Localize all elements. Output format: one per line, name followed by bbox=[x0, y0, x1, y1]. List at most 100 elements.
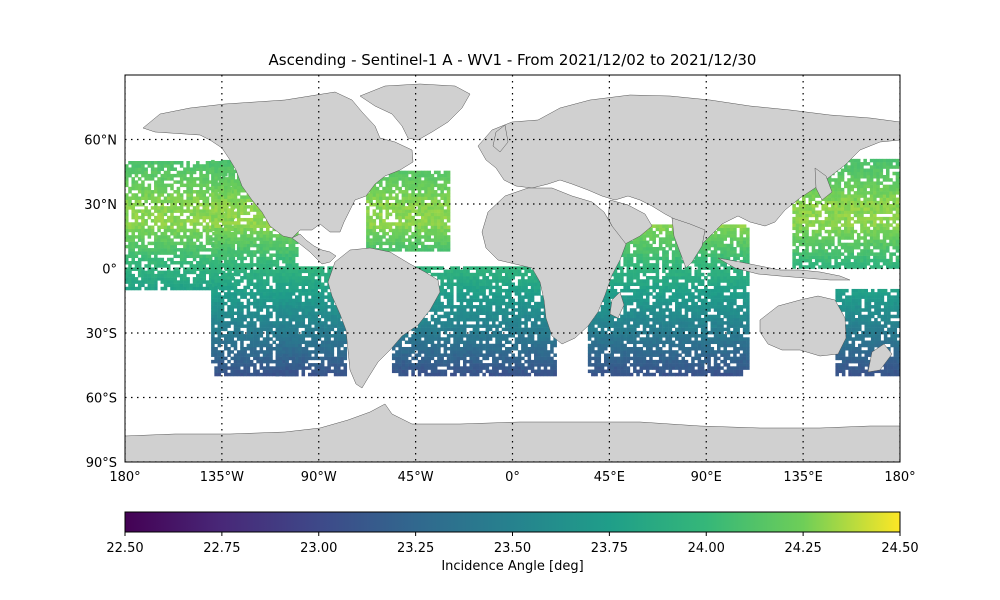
data-cell bbox=[220, 163, 225, 167]
data-cell bbox=[411, 340, 415, 345]
data-cell bbox=[125, 273, 129, 278]
data-cell bbox=[314, 327, 318, 332]
data-cell bbox=[537, 314, 541, 319]
data-cell bbox=[285, 263, 289, 267]
data-cell bbox=[282, 279, 286, 283]
data-cell bbox=[170, 177, 174, 181]
data-cell bbox=[530, 272, 535, 277]
data-cell bbox=[259, 314, 264, 319]
data-cell bbox=[404, 170, 409, 175]
data-cell bbox=[301, 334, 306, 338]
data-cell bbox=[208, 264, 213, 268]
data-cell bbox=[427, 222, 431, 226]
data-cell bbox=[508, 295, 512, 299]
data-cell bbox=[514, 372, 519, 377]
data-cell bbox=[275, 282, 280, 286]
data-cell bbox=[298, 356, 302, 361]
data-cell bbox=[269, 230, 273, 235]
data-cell bbox=[314, 301, 318, 306]
data-cell bbox=[205, 280, 210, 284]
data-cell bbox=[202, 270, 207, 275]
data-cell bbox=[160, 222, 165, 226]
data-cell bbox=[134, 180, 139, 184]
data-cell bbox=[446, 317, 451, 322]
data-cell bbox=[521, 266, 525, 270]
data-cell bbox=[498, 343, 503, 348]
data-cell bbox=[327, 363, 331, 367]
data-cell bbox=[199, 173, 203, 178]
data-cell bbox=[382, 235, 386, 239]
data-cell bbox=[382, 248, 386, 252]
data-cell bbox=[288, 369, 293, 374]
data-cell bbox=[469, 359, 473, 364]
data-cell bbox=[343, 327, 348, 332]
data-cell bbox=[160, 286, 165, 291]
data-cell bbox=[401, 225, 406, 230]
data-cell bbox=[220, 314, 225, 319]
data-cell bbox=[224, 343, 228, 348]
data-cell bbox=[427, 180, 431, 184]
data-cell bbox=[307, 311, 312, 316]
data-cell bbox=[211, 201, 215, 206]
data-cell bbox=[527, 311, 532, 316]
data-cell bbox=[128, 283, 132, 288]
data-cell bbox=[534, 356, 538, 361]
data-cell bbox=[192, 180, 197, 184]
data-cell bbox=[214, 243, 218, 248]
data-cell bbox=[288, 334, 293, 338]
data-cell bbox=[211, 263, 215, 267]
data-cell bbox=[288, 314, 293, 319]
data-cell bbox=[511, 327, 515, 332]
data-cell bbox=[266, 350, 270, 354]
data-cell bbox=[144, 161, 148, 165]
data-cell bbox=[259, 230, 264, 235]
data-cell bbox=[469, 343, 473, 348]
data-cell bbox=[192, 235, 197, 239]
data-cell bbox=[398, 350, 402, 354]
data-cell bbox=[192, 196, 197, 200]
data-cell bbox=[259, 276, 264, 280]
data-cell bbox=[479, 292, 483, 296]
data-cell bbox=[301, 301, 306, 306]
data-cell bbox=[472, 353, 477, 357]
data-cell bbox=[504, 276, 509, 280]
data-cell bbox=[256, 214, 260, 219]
data-cell bbox=[240, 314, 244, 319]
data-cell bbox=[275, 237, 280, 241]
data-cell bbox=[285, 295, 289, 299]
data-cell bbox=[208, 283, 213, 288]
data-cell bbox=[202, 196, 207, 200]
data-cell bbox=[275, 263, 280, 267]
data-cell bbox=[131, 212, 135, 217]
data-cell bbox=[466, 285, 470, 290]
data-cell bbox=[220, 169, 225, 174]
data-cell bbox=[128, 251, 132, 255]
data-cell bbox=[227, 314, 231, 319]
data-cell bbox=[202, 206, 207, 210]
data-cell bbox=[485, 337, 490, 341]
data-cell bbox=[189, 254, 194, 259]
data-cell bbox=[440, 305, 444, 309]
data-cell bbox=[482, 276, 486, 280]
data-cell bbox=[466, 305, 470, 309]
data-cell bbox=[488, 266, 493, 270]
data-cell bbox=[395, 206, 399, 210]
data-cell bbox=[173, 231, 177, 236]
data-cell bbox=[295, 317, 299, 322]
data-cell bbox=[160, 273, 165, 278]
data-cell bbox=[298, 366, 302, 370]
data-cell bbox=[450, 266, 454, 270]
data-cell bbox=[256, 298, 260, 303]
data-cell bbox=[427, 366, 431, 370]
data-cell bbox=[233, 343, 238, 348]
data-cell bbox=[125, 212, 129, 217]
data-cell bbox=[211, 217, 215, 222]
data-cell bbox=[285, 369, 289, 374]
data-cell bbox=[459, 346, 464, 351]
data-cell bbox=[469, 276, 473, 280]
data-cell bbox=[440, 272, 444, 277]
data-cell bbox=[414, 183, 419, 188]
data-cell bbox=[217, 305, 222, 309]
data-cell bbox=[424, 343, 428, 348]
data-cell bbox=[530, 327, 535, 332]
